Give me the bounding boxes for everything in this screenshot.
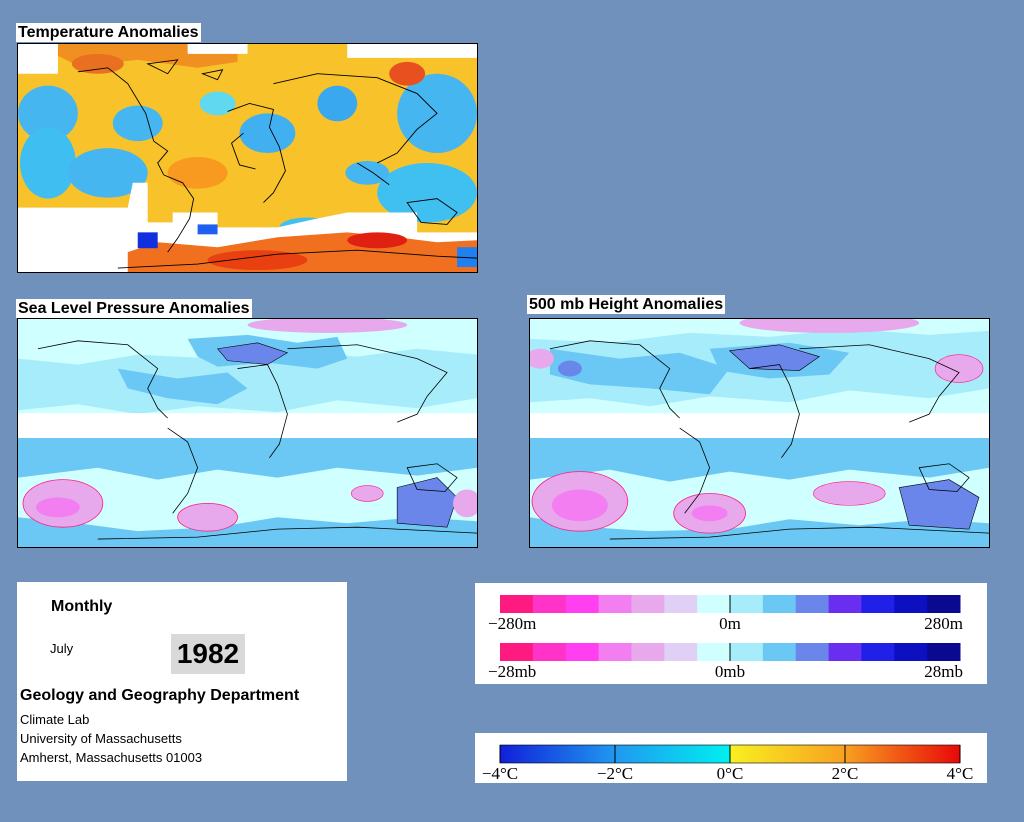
height-color-scale: [500, 595, 961, 613]
scale-swatch: [631, 595, 665, 613]
info-panel: Monthly July 1982 Geology and Geography …: [17, 582, 347, 781]
height500-anomaly-map: [529, 318, 990, 548]
scale-swatch: [631, 643, 665, 661]
lab-label: Climate Lab: [20, 712, 90, 727]
scale-swatch: [697, 643, 731, 661]
department-label: Geology and Geography Department: [20, 687, 300, 704]
temperature-legend: −4°C −2°C 0°C 2°C 4°C: [475, 733, 987, 783]
height-mid-label: 0m: [719, 614, 741, 633]
month-label: July: [50, 641, 74, 656]
scale-swatch: [565, 643, 600, 661]
pressure-max-label: 28mb: [924, 662, 963, 681]
temperature-tick-4: 2°C: [832, 764, 859, 783]
scale-swatch: [762, 595, 797, 613]
scale-swatch: [730, 595, 764, 613]
scale-swatch: [795, 643, 830, 661]
scale-swatch: [795, 595, 830, 613]
temperature-tick-5: 4°C: [947, 764, 974, 783]
scale-swatch: [598, 595, 632, 613]
temperature-tick-2: −2°C: [597, 764, 633, 783]
scale-swatch: [500, 595, 534, 613]
university-label: University of Massachusetts: [20, 731, 182, 746]
scale-swatch: [598, 643, 632, 661]
scale-swatch: [861, 595, 895, 613]
height-pressure-legend: −280m 0m 280m −28mb 0mb 28mb: [475, 583, 987, 684]
scale-swatch: [894, 643, 928, 661]
pressure-min-label: −28mb: [488, 662, 536, 681]
scale-swatch: [762, 643, 797, 661]
height500-title: 500 mb Height Anomalies: [527, 295, 726, 314]
scale-swatch: [828, 595, 862, 613]
temperature-title: Temperature Anomalies: [16, 23, 201, 42]
scale-swatch: [861, 643, 895, 661]
pressure-mid-label: 0mb: [715, 662, 745, 681]
slp-anomaly-map: [17, 318, 478, 548]
scale-swatch: [697, 595, 731, 613]
year-label: 1982: [171, 634, 245, 674]
scale-swatch: [532, 595, 567, 613]
height-min-label: −280m: [488, 614, 536, 633]
height-max-label: 280m: [924, 614, 963, 633]
scale-swatch: [500, 643, 534, 661]
scale-swatch: [664, 643, 698, 661]
scale-swatch: [828, 643, 862, 661]
scale-swatch: [927, 595, 961, 613]
address-label: Amherst, Massachusetts 01003: [20, 750, 203, 765]
period-label: Monthly: [51, 598, 113, 615]
temperature-tick-1: −4°C: [482, 764, 518, 783]
slp-title: Sea Level Pressure Anomalies: [16, 299, 252, 318]
scale-swatch: [532, 643, 567, 661]
scale-swatch: [664, 595, 698, 613]
pressure-color-scale: [500, 643, 961, 661]
temperature-anomaly-map: [17, 43, 478, 273]
scale-swatch: [565, 595, 600, 613]
temperature-tick-3: 0°C: [717, 764, 744, 783]
scale-swatch: [927, 643, 961, 661]
scale-swatch: [730, 643, 764, 661]
scale-swatch: [894, 595, 928, 613]
